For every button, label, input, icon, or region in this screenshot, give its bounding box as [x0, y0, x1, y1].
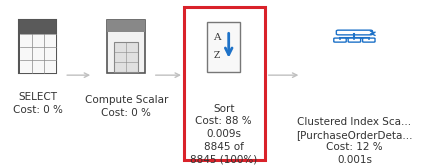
Text: Clustered Index Sca...
[PurchaseOrderDeta...
Cost: 12 %
0.001s
8845 of
8845 (100: Clustered Index Sca... [PurchaseOrderDet…: [296, 117, 412, 167]
Text: Compute Scalar
Cost: 0 %: Compute Scalar Cost: 0 %: [85, 95, 168, 118]
Text: A: A: [213, 33, 221, 42]
FancyBboxPatch shape: [107, 20, 145, 73]
FancyBboxPatch shape: [336, 30, 373, 35]
FancyBboxPatch shape: [348, 38, 361, 42]
FancyBboxPatch shape: [107, 20, 145, 32]
FancyBboxPatch shape: [20, 20, 56, 34]
FancyBboxPatch shape: [19, 20, 57, 73]
FancyBboxPatch shape: [207, 22, 240, 72]
FancyBboxPatch shape: [184, 7, 265, 160]
Text: SELECT
Cost: 0 %: SELECT Cost: 0 %: [13, 92, 62, 115]
Text: Sort
Cost: 88 %
0.009s
8845 of
8845 (100%): Sort Cost: 88 % 0.009s 8845 of 8845 (100…: [190, 104, 257, 165]
FancyBboxPatch shape: [362, 38, 375, 42]
FancyBboxPatch shape: [114, 42, 138, 72]
FancyBboxPatch shape: [20, 20, 56, 73]
FancyBboxPatch shape: [334, 38, 346, 42]
Text: Z: Z: [214, 51, 220, 60]
